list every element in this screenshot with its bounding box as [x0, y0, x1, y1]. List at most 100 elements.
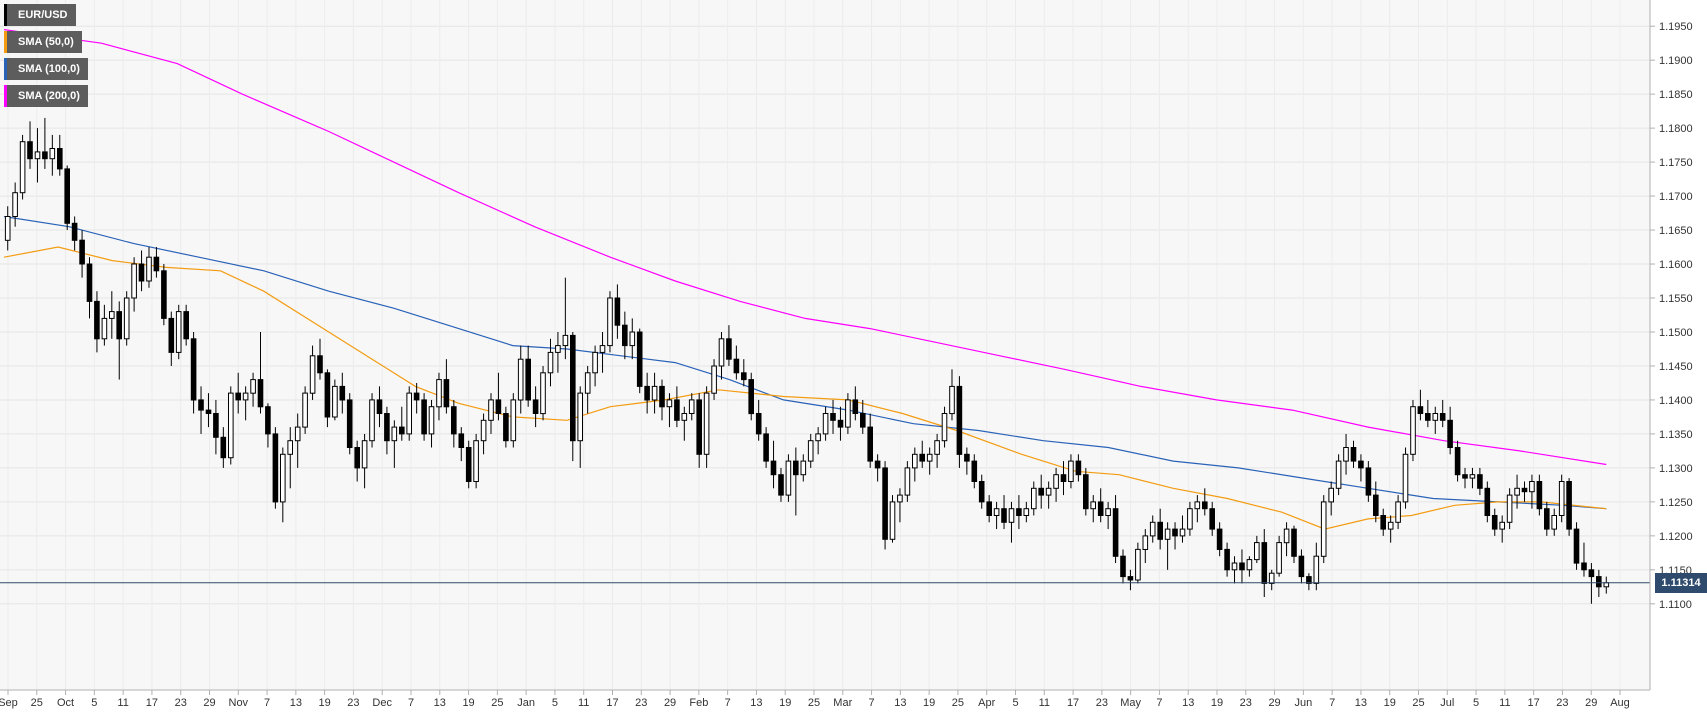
candle	[584, 365, 591, 414]
candle-body	[12, 192, 18, 217]
legend-item-sma100[interactable]: SMA (100,0)	[4, 58, 88, 80]
candle-body	[1149, 521, 1156, 537]
candle-body	[1335, 460, 1342, 489]
candle	[807, 433, 814, 468]
candle-body	[302, 392, 308, 428]
candle-body	[1462, 474, 1468, 479]
candle	[1231, 556, 1238, 584]
candle	[517, 345, 524, 414]
candle-body	[280, 453, 286, 503]
candle-body	[837, 419, 844, 428]
candle	[733, 345, 740, 380]
candle	[1506, 488, 1513, 530]
candle	[592, 345, 598, 387]
candle	[49, 134, 56, 176]
candle	[674, 386, 680, 428]
candle-body	[101, 317, 108, 340]
candle	[919, 440, 926, 468]
candle	[332, 379, 338, 421]
candle	[64, 165, 71, 231]
candle	[406, 386, 412, 441]
candle-body	[770, 460, 777, 476]
candle-body	[807, 440, 814, 462]
candle-body	[413, 392, 420, 401]
candle-body	[1343, 447, 1349, 462]
legend-item-sma50[interactable]: SMA (50,0)	[4, 31, 82, 53]
candle	[540, 365, 546, 421]
legend-item-eurusd[interactable]: EUR/USD	[4, 4, 76, 26]
candle-body	[1395, 501, 1401, 523]
x-tick-label: 11	[1039, 697, 1050, 709]
legend-label-sma200: SMA (200,0)	[18, 90, 80, 102]
candle-body	[1023, 508, 1030, 517]
x-tick-label: 13	[1182, 697, 1194, 709]
candle	[1358, 454, 1364, 482]
candle	[473, 433, 479, 489]
candle-body	[436, 379, 442, 408]
candle-body	[1499, 521, 1506, 530]
candle	[384, 406, 390, 455]
candle	[1023, 501, 1030, 523]
candle-body	[577, 392, 584, 442]
candle	[131, 257, 137, 312]
candle-body	[1216, 528, 1223, 550]
candle	[42, 117, 48, 169]
candle-body	[852, 399, 859, 414]
legend-item-sma200[interactable]: SMA (200,0)	[4, 85, 88, 107]
candle	[146, 247, 152, 288]
candle	[1335, 454, 1342, 496]
candle	[294, 413, 301, 468]
candle	[175, 304, 182, 360]
candle	[1194, 495, 1201, 523]
candle-body	[1491, 515, 1498, 530]
candle	[986, 495, 993, 523]
candle	[1157, 508, 1164, 550]
x-tick-label: 19	[923, 697, 935, 709]
candle	[941, 406, 948, 448]
x-tick-label: 25	[31, 697, 43, 709]
candles[interactable]	[4, 117, 1610, 604]
x-tick-label: 5	[552, 697, 558, 709]
candle-body	[897, 494, 903, 503]
x-tick-label: 29	[203, 697, 215, 709]
candle	[1187, 501, 1193, 536]
candle-body	[1172, 528, 1178, 537]
candle-body	[1529, 481, 1535, 493]
candle-body	[1603, 582, 1610, 588]
candle	[161, 264, 167, 326]
candle	[1454, 440, 1461, 482]
candle-body	[1038, 487, 1045, 496]
candle	[399, 406, 405, 441]
candle-body	[1157, 521, 1164, 540]
candle-body	[376, 399, 383, 414]
candle-body	[934, 440, 940, 455]
candle	[1551, 508, 1558, 536]
candle-body	[666, 399, 673, 408]
candle-body	[1544, 508, 1550, 530]
candle-body	[488, 399, 494, 421]
candle-body	[265, 406, 271, 435]
candle-body	[391, 426, 398, 442]
x-tick-label: 7	[408, 697, 414, 709]
candle-body	[964, 453, 970, 462]
candle-body	[904, 467, 911, 496]
candle	[168, 311, 175, 366]
candle-body	[1506, 494, 1513, 523]
candle-body	[763, 433, 769, 462]
candle-body	[525, 358, 532, 401]
x-tick-label: 25	[952, 697, 964, 709]
candle	[778, 467, 784, 502]
candle-body	[1164, 528, 1171, 540]
x-tick-label: Nov	[229, 697, 249, 709]
candle	[1216, 522, 1223, 557]
candle	[793, 447, 799, 516]
x-tick-label: 11	[117, 697, 128, 709]
y-tick-label: 1.1300	[1659, 463, 1693, 475]
candle-body	[1105, 508, 1111, 517]
candle	[265, 403, 271, 448]
candle-body	[1558, 481, 1565, 516]
candle-body	[1135, 548, 1141, 581]
candle	[1060, 461, 1067, 496]
